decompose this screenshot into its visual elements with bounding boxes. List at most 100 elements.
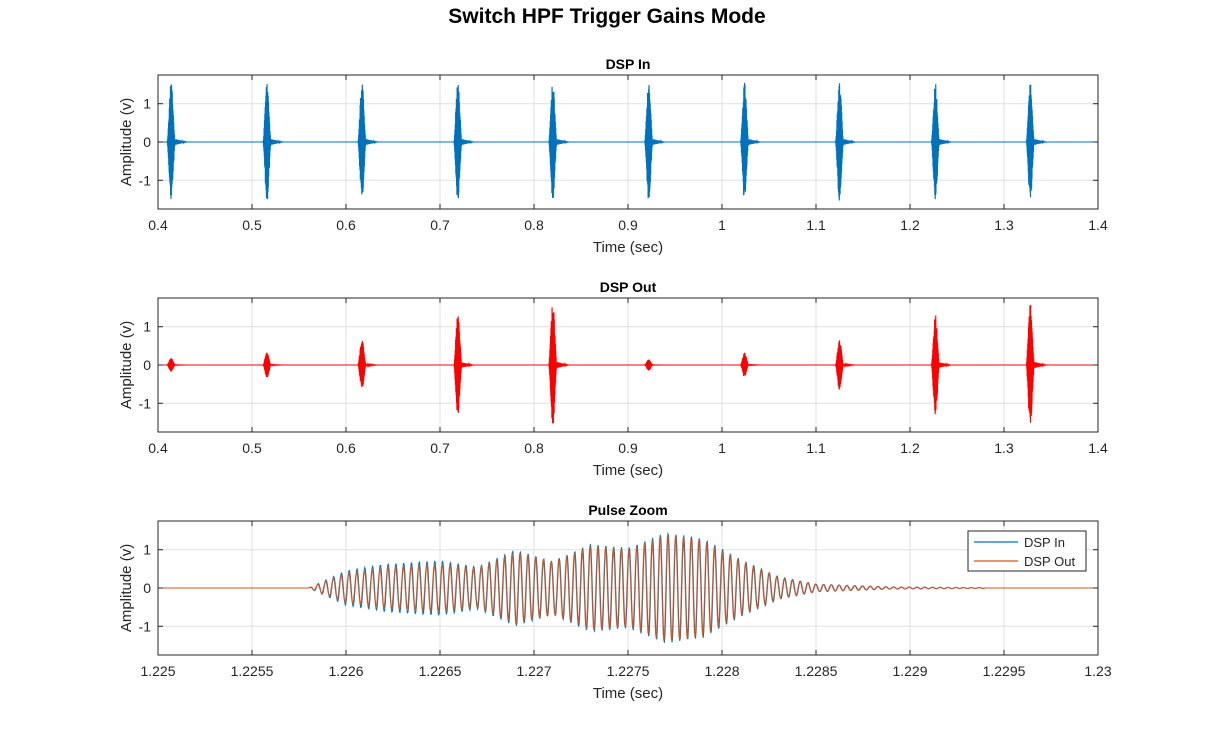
pulse-tail	[270, 363, 284, 367]
subplot-title: Pulse Zoom	[588, 502, 667, 518]
pulse-burst	[262, 84, 272, 200]
y-tick-label: -1	[139, 395, 152, 411]
pulse-tail	[652, 364, 665, 366]
pulse-tail	[270, 139, 284, 146]
pulse-burst	[739, 82, 750, 196]
pulse-burst	[453, 84, 463, 199]
pulse-tail	[174, 363, 188, 367]
pulse-tail	[748, 139, 761, 146]
y-tick-label: 0	[143, 580, 151, 596]
y-axis-label: Amplitude (v)	[118, 544, 135, 632]
x-tick-label: 0.5	[242, 217, 262, 233]
x-tick-label: 0.6	[336, 217, 356, 233]
x-tick-label: 1.225	[140, 663, 175, 679]
legend-box	[967, 530, 1087, 572]
data-layer	[158, 305, 1098, 424]
y-tick-label: -1	[139, 172, 152, 188]
x-tick-label: 0.8	[524, 217, 544, 233]
pulse-burst	[740, 352, 749, 376]
pulse-burst	[357, 340, 367, 387]
figure-title: Switch HPF Trigger Gains Mode	[448, 5, 766, 28]
y-axis-label: Amplitude (v)	[118, 98, 135, 186]
pulse-burst	[166, 358, 176, 372]
subplot-title: DSP Out	[600, 279, 657, 295]
pulse-burst	[834, 83, 845, 201]
x-tick-label: 1.4	[1088, 217, 1108, 233]
subplot-2: 1.225 1.2255 1.226 1.2265 1.227 1.2275 1.228 1.…	[118, 502, 1112, 702]
y-tick-label: 1	[143, 542, 151, 558]
x-tick-label: 1.2275	[607, 663, 650, 679]
pulse-burst	[453, 316, 463, 413]
x-tick-label: 1.4	[1088, 440, 1108, 456]
x-tick-label: 1	[718, 440, 726, 456]
pulse-burst	[548, 86, 558, 198]
legend-label: DSP In	[1024, 535, 1065, 550]
y-axis-label: Amplitude (v)	[118, 321, 135, 409]
x-tick-label: 0.6	[336, 440, 356, 456]
x-tick-label: 1.1	[806, 217, 826, 233]
x-tick-label: 1.2255	[231, 663, 274, 679]
pulse-tail	[365, 139, 379, 146]
y-tick-label: 0	[143, 134, 151, 150]
x-axis-label: Time (sec)	[593, 462, 663, 479]
y-tick-label: 1	[143, 96, 151, 112]
legend-label: DSP Out	[1024, 554, 1075, 569]
y-tick-label: 0	[143, 357, 151, 373]
y-tick-label: 1	[143, 319, 151, 335]
x-tick-label: 1.3	[994, 440, 1014, 456]
y-tick-label: -1	[139, 618, 152, 634]
pulse-tail	[556, 139, 569, 146]
x-tick-label: 0.8	[524, 440, 544, 456]
pulse-tail	[1033, 361, 1047, 369]
x-tick-label: 1.1	[806, 440, 826, 456]
pulse-tail	[748, 363, 761, 367]
x-tick-label: 0.4	[148, 217, 168, 233]
subplot-1: 0.4 0.5 0.6 0.7 0.8 0.9 1 1.1 1.2 1.3 1.4 -1 0 1 DSP O…	[118, 279, 1108, 479]
x-tick-label: 1.2	[900, 217, 920, 233]
x-tick-label: 1.227	[516, 663, 551, 679]
subplot-title: DSP In	[606, 56, 651, 72]
pulse-burst	[1025, 305, 1035, 423]
pulse-burst	[262, 352, 272, 378]
x-tick-label: 1.2285	[795, 663, 838, 679]
x-tick-label: 0.4	[148, 440, 168, 456]
data-layer	[158, 82, 1098, 201]
x-tick-label: 1.2265	[419, 663, 462, 679]
pulse-tail	[365, 362, 379, 369]
x-tick-label: 1.229	[892, 663, 927, 679]
pulse-tail	[652, 139, 665, 146]
pulse-tail	[843, 362, 856, 369]
pulse-burst	[644, 359, 654, 371]
x-tick-label: 1.228	[704, 663, 739, 679]
pulse-burst	[930, 84, 940, 200]
legend: DSP In DSP Out	[967, 530, 1087, 572]
pulse-burst	[357, 84, 367, 195]
x-tick-label: 0.9	[618, 217, 638, 233]
x-tick-label: 1.23	[1084, 663, 1111, 679]
pulse-tail	[1033, 139, 1047, 146]
pulse-burst	[930, 315, 940, 415]
data-layer	[158, 532, 1098, 643]
pulse-burst	[644, 85, 654, 199]
x-tick-label: 0.7	[430, 440, 450, 456]
x-tick-label: 0.7	[430, 217, 450, 233]
pulse-burst	[548, 307, 558, 424]
x-axis-label: Time (sec)	[593, 239, 663, 256]
x-tick-label: 1	[718, 217, 726, 233]
pulse-tail	[174, 139, 188, 146]
series-line-dsp-out	[158, 535, 1098, 641]
x-tick-label: 0.9	[618, 440, 638, 456]
pulse-burst	[1025, 84, 1035, 198]
pulse-burst	[166, 84, 176, 199]
pulse-tail	[461, 139, 474, 146]
x-tick-label: 0.5	[242, 440, 262, 456]
pulse-tail	[938, 139, 952, 146]
pulse-tail	[461, 361, 474, 368]
x-tick-label: 1.2295	[983, 663, 1026, 679]
pulse-tail	[843, 139, 856, 146]
x-tick-label: 1.226	[328, 663, 363, 679]
x-tick-label: 1.3	[994, 217, 1014, 233]
x-tick-label: 1.2	[900, 440, 920, 456]
